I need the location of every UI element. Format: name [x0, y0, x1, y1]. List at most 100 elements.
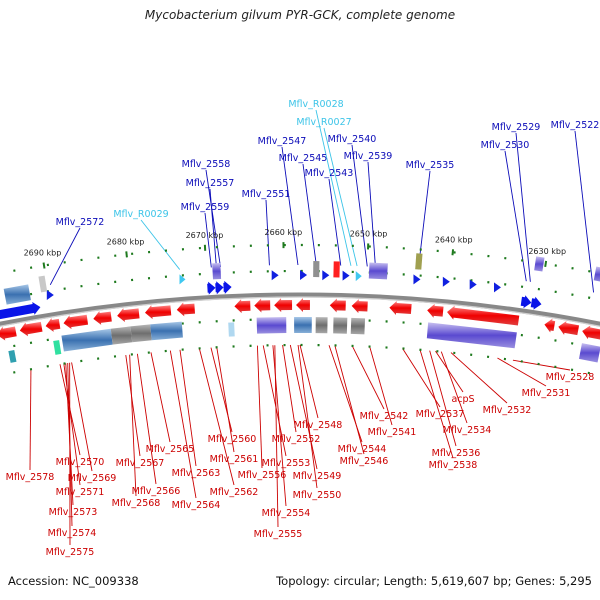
gene-label-mflv-2551[interactable]: Mflv_2551 — [242, 189, 291, 200]
gene-label-mflv-2574[interactable]: Mflv_2574 — [48, 528, 97, 539]
leader-line — [71, 362, 93, 472]
reverse-gene-arrow — [117, 308, 140, 322]
leader-line — [150, 352, 171, 443]
reverse-gene-arrow — [93, 311, 112, 325]
gene-label-mflv-2535[interactable]: Mflv_2535 — [406, 160, 455, 171]
gene-label-mflv-2548[interactable]: Mflv_2548 — [294, 420, 343, 431]
domain-block — [579, 343, 600, 363]
domain-block — [3, 284, 31, 305]
leader-line — [299, 344, 319, 419]
gene-label-mflv-2522[interactable]: Mflv_2522 — [551, 120, 600, 131]
forward-gene-arrow — [342, 270, 350, 281]
gene-label-mflv-2561[interactable]: Mflv_2561 — [210, 454, 259, 465]
gene-label-mflv-2541[interactable]: Mflv_2541 — [368, 427, 417, 438]
reverse-gene-arrow — [296, 298, 310, 313]
gene-label-mflv-2575[interactable]: Mflv_2575 — [46, 547, 95, 558]
gene-label-mflv-r0028[interactable]: Mflv_R0028 — [288, 99, 343, 110]
forward-gene-arrow — [530, 296, 542, 310]
gene-label-mflv-2534[interactable]: Mflv_2534 — [443, 425, 492, 436]
forward-gene-arrow — [300, 270, 308, 281]
gene-label-mflv-2536[interactable]: Mflv_2536 — [432, 448, 481, 459]
gene-label-mflv-2570[interactable]: Mflv_2570 — [56, 457, 105, 468]
gene-label-mflv-2530[interactable]: Mflv_2530 — [481, 140, 530, 151]
domain-block — [150, 321, 183, 341]
gene-label-mflv-2528[interactable]: Mflv_2528 — [546, 372, 595, 383]
gene-label-mflv-2532[interactable]: Mflv_2532 — [483, 405, 532, 416]
reverse-gene-arrow — [447, 305, 520, 326]
gene-label-mflv-2553[interactable]: Mflv_2553 — [262, 458, 311, 469]
gene-label-mflv-r0027[interactable]: Mflv_R0027 — [296, 117, 351, 128]
gene-label-mflv-2549[interactable]: Mflv_2549 — [293, 471, 342, 482]
gene-label-mflv-2531[interactable]: Mflv_2531 — [522, 388, 571, 399]
gene-label-mflv-2545[interactable]: Mflv_2545 — [279, 153, 328, 164]
gene-label-mflv-2566[interactable]: Mflv_2566 — [132, 486, 181, 497]
gene-label-mflv-2563[interactable]: Mflv_2563 — [172, 468, 221, 479]
domain-block — [593, 266, 600, 282]
feature-bar — [313, 261, 320, 278]
gene-label-mflv-2543[interactable]: Mflv_2543 — [305, 168, 354, 179]
gene-label-mflv-2556[interactable]: Mflv_2556 — [238, 470, 287, 481]
gene-label-mflv-r0029[interactable]: Mflv_R0029 — [113, 209, 168, 220]
leader-line — [315, 109, 352, 266]
gene-label-mflv-2565[interactable]: Mflv_2565 — [146, 444, 195, 455]
domain-block — [368, 262, 388, 280]
reverse-gene-arrow — [19, 321, 43, 337]
gene-label-mflv-2567[interactable]: Mflv_2567 — [116, 458, 165, 469]
reverse-gene-arrow — [63, 314, 89, 330]
gene-label-mflv-2578[interactable]: Mflv_2578 — [6, 472, 55, 483]
gene-label-mflv-2562[interactable]: Mflv_2562 — [210, 487, 259, 498]
gene-label-mflv-2544[interactable]: Mflv_2544 — [338, 444, 387, 455]
gene-label-mflv-2552[interactable]: Mflv_2552 — [272, 434, 321, 445]
gene-label-mflv-2546[interactable]: Mflv_2546 — [340, 456, 389, 467]
reverse-gene-arrow — [145, 305, 172, 320]
gene-label-mflv-2550[interactable]: Mflv_2550 — [293, 490, 342, 501]
gene-label-mflv-2554[interactable]: Mflv_2554 — [262, 508, 311, 519]
gene-label-mflv-2539[interactable]: Mflv_2539 — [344, 151, 393, 162]
gene-label-mflv-2571[interactable]: Mflv_2571 — [56, 487, 105, 498]
gene-label-mflv-2558[interactable]: Mflv_2558 — [182, 159, 231, 170]
reverse-gene-arrow — [329, 298, 346, 313]
gene-label-mflv-2547[interactable]: Mflv_2547 — [258, 136, 307, 147]
leader-line — [450, 352, 508, 404]
reverse-gene-arrow — [254, 298, 271, 313]
reverse-gene-arrow — [0, 326, 17, 341]
reverse-gene-arrow — [176, 302, 196, 317]
domain-block — [256, 317, 287, 334]
domain-block — [212, 263, 222, 280]
domain-block — [130, 324, 152, 343]
forward-gene-arrow — [494, 282, 502, 293]
leader-line — [351, 144, 368, 267]
gene-label-mflv-2560[interactable]: Mflv_2560 — [208, 434, 257, 445]
genome-backbone — [0, 292, 600, 327]
gene-label-mflv-2569[interactable]: Mflv_2569 — [68, 473, 117, 484]
gene-label-mflv-2557[interactable]: Mflv_2557 — [186, 178, 235, 189]
gene-label-mflv-2537[interactable]: Mflv_2537 — [416, 409, 465, 420]
gene-label-mflv-2542[interactable]: Mflv_2542 — [360, 411, 409, 422]
reverse-gene-arrow — [234, 299, 251, 314]
scale-tick-label: 2630 kbp — [528, 247, 566, 256]
gene-label-mflv-2540[interactable]: Mflv_2540 — [328, 134, 377, 145]
leader-line — [417, 170, 431, 270]
feature-bar — [228, 322, 235, 337]
gene-label-mflv-2538[interactable]: Mflv_2538 — [429, 460, 478, 471]
scale-tick-mark — [451, 249, 455, 256]
gene-label-acps[interactable]: acpS — [451, 394, 474, 405]
gene-label-mflv-2573[interactable]: Mflv_2573 — [49, 507, 98, 518]
scale-ticks: 2630 kbp 2640 kbp 2650 kbp 2660 kbp 2670 kbp… — [24, 228, 566, 269]
scale-tick-label: 2670 kbp — [186, 231, 224, 240]
gene-label-mflv-2559[interactable]: Mflv_2559 — [181, 202, 230, 213]
gene-label-mflv-2555[interactable]: Mflv_2555 — [254, 529, 303, 540]
label-leader-lines — [29, 109, 595, 546]
gene-label-mflv-2564[interactable]: Mflv_2564 — [172, 500, 221, 511]
gene-labels: Mflv_2572 Mflv_2559 Mflv_2557 Mflv_2558 Mflv… — [6, 99, 600, 558]
leader-line — [334, 345, 365, 455]
forward-gene-arrow — [207, 281, 216, 295]
leader-line — [289, 344, 318, 470]
gene-label-mflv-2568[interactable]: Mflv_2568 — [112, 498, 161, 509]
reverse-gene-arrow — [389, 301, 412, 315]
forward-gene-arrow — [271, 270, 279, 281]
gene-label-mflv-2572[interactable]: Mflv_2572 — [56, 217, 105, 228]
gene-label-mflv-2529[interactable]: Mflv_2529 — [492, 122, 541, 133]
reverse-gene-arrow — [544, 318, 556, 333]
reverse-gene-arrow — [558, 321, 580, 336]
